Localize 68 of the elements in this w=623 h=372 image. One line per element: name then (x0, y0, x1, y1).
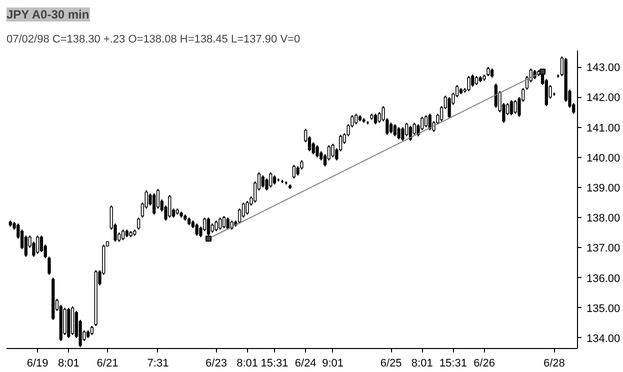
candlestick (405, 122, 408, 137)
y-tick-label: 140.00 (586, 152, 620, 164)
y-tick-label: 139.00 (586, 182, 620, 194)
x-tick-label: 6/25 (380, 358, 402, 370)
candlestick (269, 172, 272, 188)
candlestick (490, 68, 494, 78)
candlestick (331, 143, 334, 158)
x-tick-label: 6/23 (206, 358, 227, 370)
candlestick (210, 222, 214, 234)
x-tick-label: 6/26 (474, 358, 495, 370)
x-tick-label: 6/21 (96, 358, 118, 370)
candlestick (374, 113, 378, 125)
candlestick (121, 228, 125, 241)
candlestick (218, 216, 222, 230)
candlestick (312, 142, 315, 155)
candlestick (226, 216, 230, 230)
candlestick (238, 208, 242, 224)
candlestick (412, 122, 416, 136)
y-tick-label: 135.00 (586, 302, 620, 315)
candlestick (168, 194, 172, 218)
candlestick (292, 164, 296, 180)
x-tick-label: 6/19 (26, 358, 48, 370)
y-tick-label: 136.00 (586, 272, 620, 285)
x-tick-label: 8:01 (236, 358, 258, 370)
candlestick (242, 202, 246, 218)
x-tick-label: 15:31 (260, 358, 288, 370)
candlestick (510, 100, 514, 116)
x-tick-label: 8:01 (58, 358, 80, 370)
x-tick-label: 9:01 (322, 358, 344, 370)
candlestick (486, 66, 490, 77)
candlestick (393, 124, 396, 137)
candlestick (389, 122, 393, 134)
x-tick-label: 6/24 (294, 358, 316, 370)
x-tick-label: 6/28 (543, 358, 565, 370)
chart-subtitle: 07/02/98 C=138.30 +.23 O=138.08 H=138.45 L=137.90 V=0 (6, 34, 300, 46)
candlestick (494, 82, 498, 108)
chart-title: JPY A0-30 min (6, 8, 90, 22)
candlestick (152, 192, 156, 216)
candlestick (467, 75, 470, 92)
candlestick (514, 100, 517, 114)
x-tick-label: 15:31 (439, 358, 467, 370)
candlestick (261, 174, 264, 188)
candlestick (90, 325, 94, 336)
y-tick-label: 137.00 (586, 242, 620, 255)
y-tick-label: 138.00 (586, 212, 620, 225)
candlestick (24, 234, 28, 258)
candlestick (36, 234, 40, 254)
candlestick (327, 144, 330, 162)
candlestick (272, 174, 276, 186)
candlestick (222, 215, 226, 229)
y-tick-label: 142.00 (586, 92, 620, 104)
x-tick-label: 8:01 (411, 358, 433, 370)
candlestick (401, 126, 404, 142)
x-tick-label: 7:31 (147, 358, 169, 370)
y-tick-label: 143.00 (586, 62, 620, 74)
candlestick (354, 113, 358, 125)
candlestick (474, 75, 478, 86)
candlestick (424, 114, 428, 128)
candlestick (137, 216, 140, 230)
candlestick (195, 222, 198, 236)
y-tick-label: 134.00 (586, 332, 620, 345)
y-tick-label: 141.00 (586, 122, 620, 134)
candlestick (316, 144, 319, 158)
candlestick (246, 200, 249, 216)
candlestick (448, 96, 451, 119)
candlestick (214, 220, 218, 232)
candlestick (471, 74, 474, 88)
candlestick (397, 126, 400, 140)
